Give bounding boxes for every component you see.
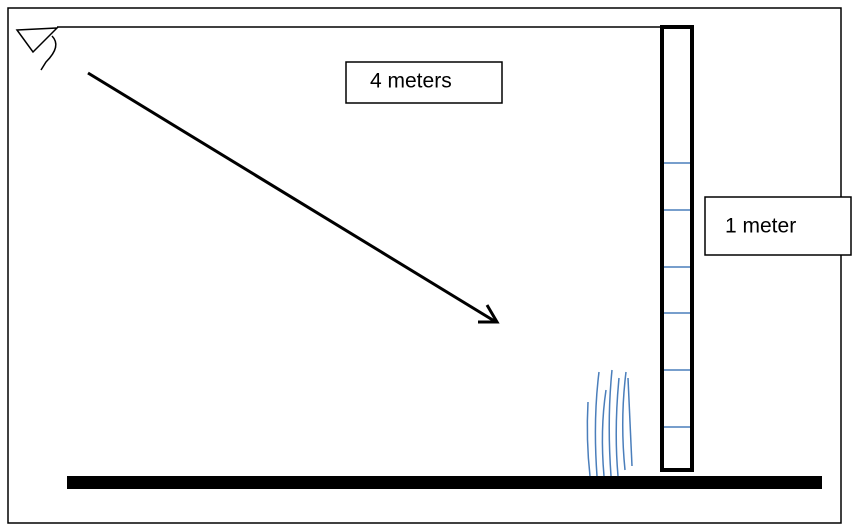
diagram: 4 meters 1 meter xyxy=(0,0,852,531)
eye xyxy=(17,28,57,70)
distance-label: 4 meters xyxy=(370,70,452,93)
grass xyxy=(587,370,632,476)
height-label: 1 meter xyxy=(725,215,796,238)
ground xyxy=(67,476,822,489)
arrow xyxy=(88,73,497,322)
pole xyxy=(662,27,692,470)
